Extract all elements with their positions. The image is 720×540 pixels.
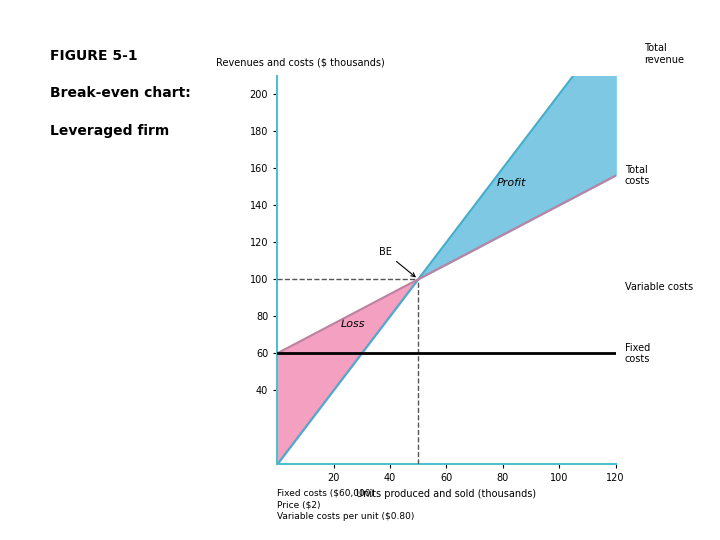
- Text: Fixed
costs: Fixed costs: [625, 342, 650, 364]
- Text: Variable costs per unit ($0.80): Variable costs per unit ($0.80): [277, 512, 415, 522]
- Text: Leveraged firm: Leveraged firm: [50, 124, 170, 138]
- Text: FIGURE 5-1: FIGURE 5-1: [50, 49, 138, 63]
- Text: Break-even chart:: Break-even chart:: [50, 86, 191, 100]
- Text: BE: BE: [379, 247, 415, 276]
- X-axis label: Units produced and sold (thousands): Units produced and sold (thousands): [356, 489, 536, 499]
- Text: Total
revenue: Total revenue: [644, 43, 685, 65]
- Text: Price ($2): Price ($2): [277, 501, 320, 510]
- Text: Loss: Loss: [341, 319, 366, 329]
- Text: Total
costs: Total costs: [625, 165, 650, 186]
- Text: Fixed costs ($60,000): Fixed costs ($60,000): [277, 489, 374, 498]
- Text: Revenues and costs ($ thousands): Revenues and costs ($ thousands): [216, 58, 385, 68]
- Text: Variable costs: Variable costs: [625, 282, 693, 292]
- Text: Profit: Profit: [497, 178, 526, 188]
